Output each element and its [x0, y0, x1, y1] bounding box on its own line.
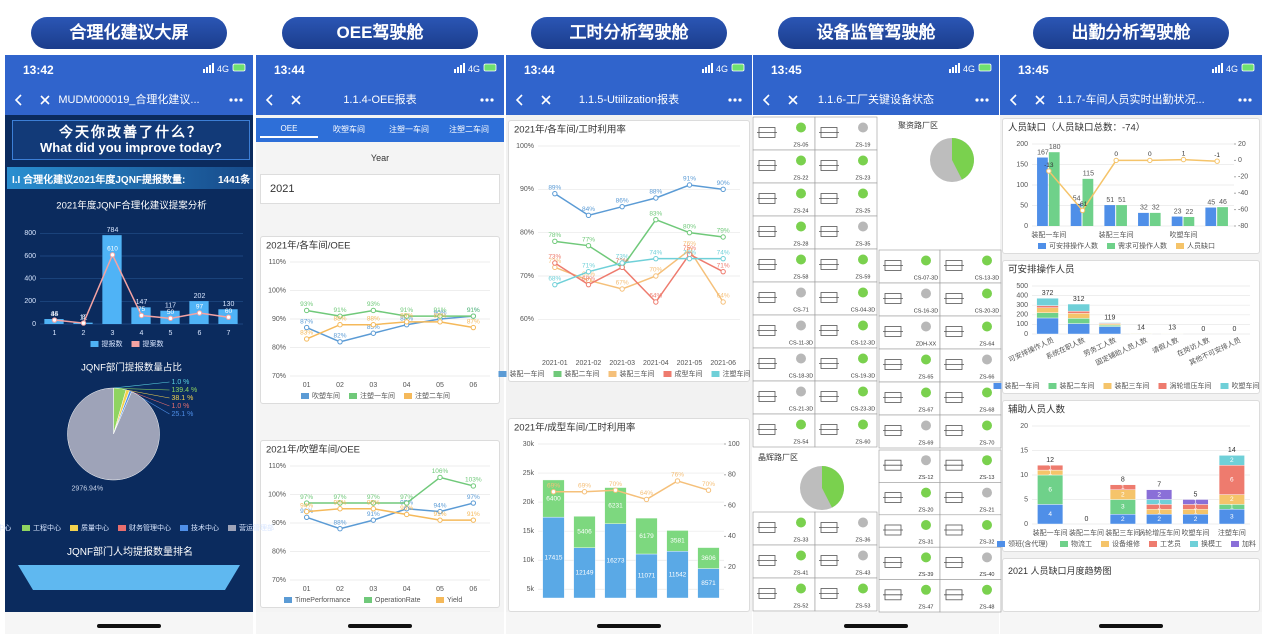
page-title: 1.1.4-OEE报表	[343, 94, 417, 106]
chart-card	[260, 236, 500, 404]
banner: 设备监管驾驶舱	[778, 17, 974, 49]
network: 4G	[216, 64, 229, 74]
home-indicator	[597, 624, 661, 628]
tab: 注塑一车间	[389, 125, 429, 134]
network: 4G	[715, 64, 728, 74]
headline-cn: 今天你改善了什么？	[59, 124, 203, 140]
chart-card	[1002, 400, 1260, 552]
clock: 13:45	[771, 63, 802, 77]
page-title: MUDM000019_合理化建议...	[58, 94, 200, 106]
banner: 工时分析驾驶舱	[531, 17, 727, 49]
page-title: 1.1.7-车间人员实时出勤状况...	[1057, 94, 1205, 106]
status-bar: 13:44 4G	[506, 55, 752, 85]
home-strip	[5, 612, 253, 634]
chart-card	[508, 120, 750, 382]
chart-card	[1002, 118, 1260, 254]
network: 4G	[1225, 64, 1238, 74]
tab: 吹塑车间	[333, 125, 365, 134]
status-bar: 13:45 4G	[1000, 55, 1262, 85]
trend-card	[1002, 558, 1260, 612]
count-label: I.I 合理化建议2021年度JQNF提报数量:	[12, 175, 186, 186]
home-strip	[256, 612, 504, 634]
chart-card	[260, 440, 500, 608]
screen-body	[753, 115, 999, 612]
home-indicator	[844, 624, 908, 628]
filter-box	[260, 174, 500, 204]
status-bar: 13:44 4G	[256, 55, 504, 85]
home-indicator	[348, 624, 412, 628]
count-value: 1441条	[218, 175, 251, 186]
clock: 13:42	[23, 63, 54, 77]
filter-label: Year	[370, 153, 390, 163]
chart-card	[1002, 260, 1260, 394]
banner: OEE驾驶舱	[282, 17, 478, 49]
clock: 13:45	[1018, 63, 1049, 77]
home-strip	[506, 612, 752, 634]
page-title: 1.1.5-Utiilization报表	[578, 94, 680, 106]
tab-bar	[256, 118, 504, 142]
page-title: 1.1.6-工厂关键设备状态	[817, 94, 935, 106]
home-indicator	[1099, 624, 1163, 628]
banner: 合理化建议大屏	[31, 17, 227, 49]
home-indicator	[97, 624, 161, 628]
nav-bar: 1.1.5-Utiilization报表	[506, 85, 752, 115]
trend-title: 2021 人员缺口月度趋势图	[1008, 566, 1112, 576]
nav-bar: 1.1.6-工厂关键设备状态	[753, 85, 999, 115]
tab: OEE	[260, 124, 318, 138]
status-bar: 13:42 4G	[5, 55, 253, 85]
status-bar: 13:45 4G	[753, 55, 999, 85]
banner: 出勤分析驾驶舱	[1033, 17, 1229, 49]
filter-value: 2021	[270, 183, 295, 195]
clock: 13:44	[524, 63, 555, 77]
network: 4G	[467, 64, 480, 74]
nav-bar: 1.1.4-OEE报表	[256, 85, 504, 115]
screen-body	[5, 115, 253, 612]
home-strip	[753, 612, 999, 634]
tab: 注塑二车间	[449, 125, 489, 134]
chart-card	[508, 418, 750, 612]
home-strip	[1000, 612, 1262, 634]
count-band	[7, 167, 253, 189]
nav-bar: MUDM000019_合理化建议...	[5, 85, 253, 115]
clock: 13:44	[274, 63, 305, 77]
nav-bar: 1.1.7-车间人员实时出勤状况...	[1000, 85, 1262, 115]
headline-en: What did you improve today?	[39, 140, 222, 155]
ranking-title: JQNF部门人均提报数量排名	[66, 547, 194, 558]
network: 4G	[962, 64, 975, 74]
headline-box	[12, 120, 250, 160]
